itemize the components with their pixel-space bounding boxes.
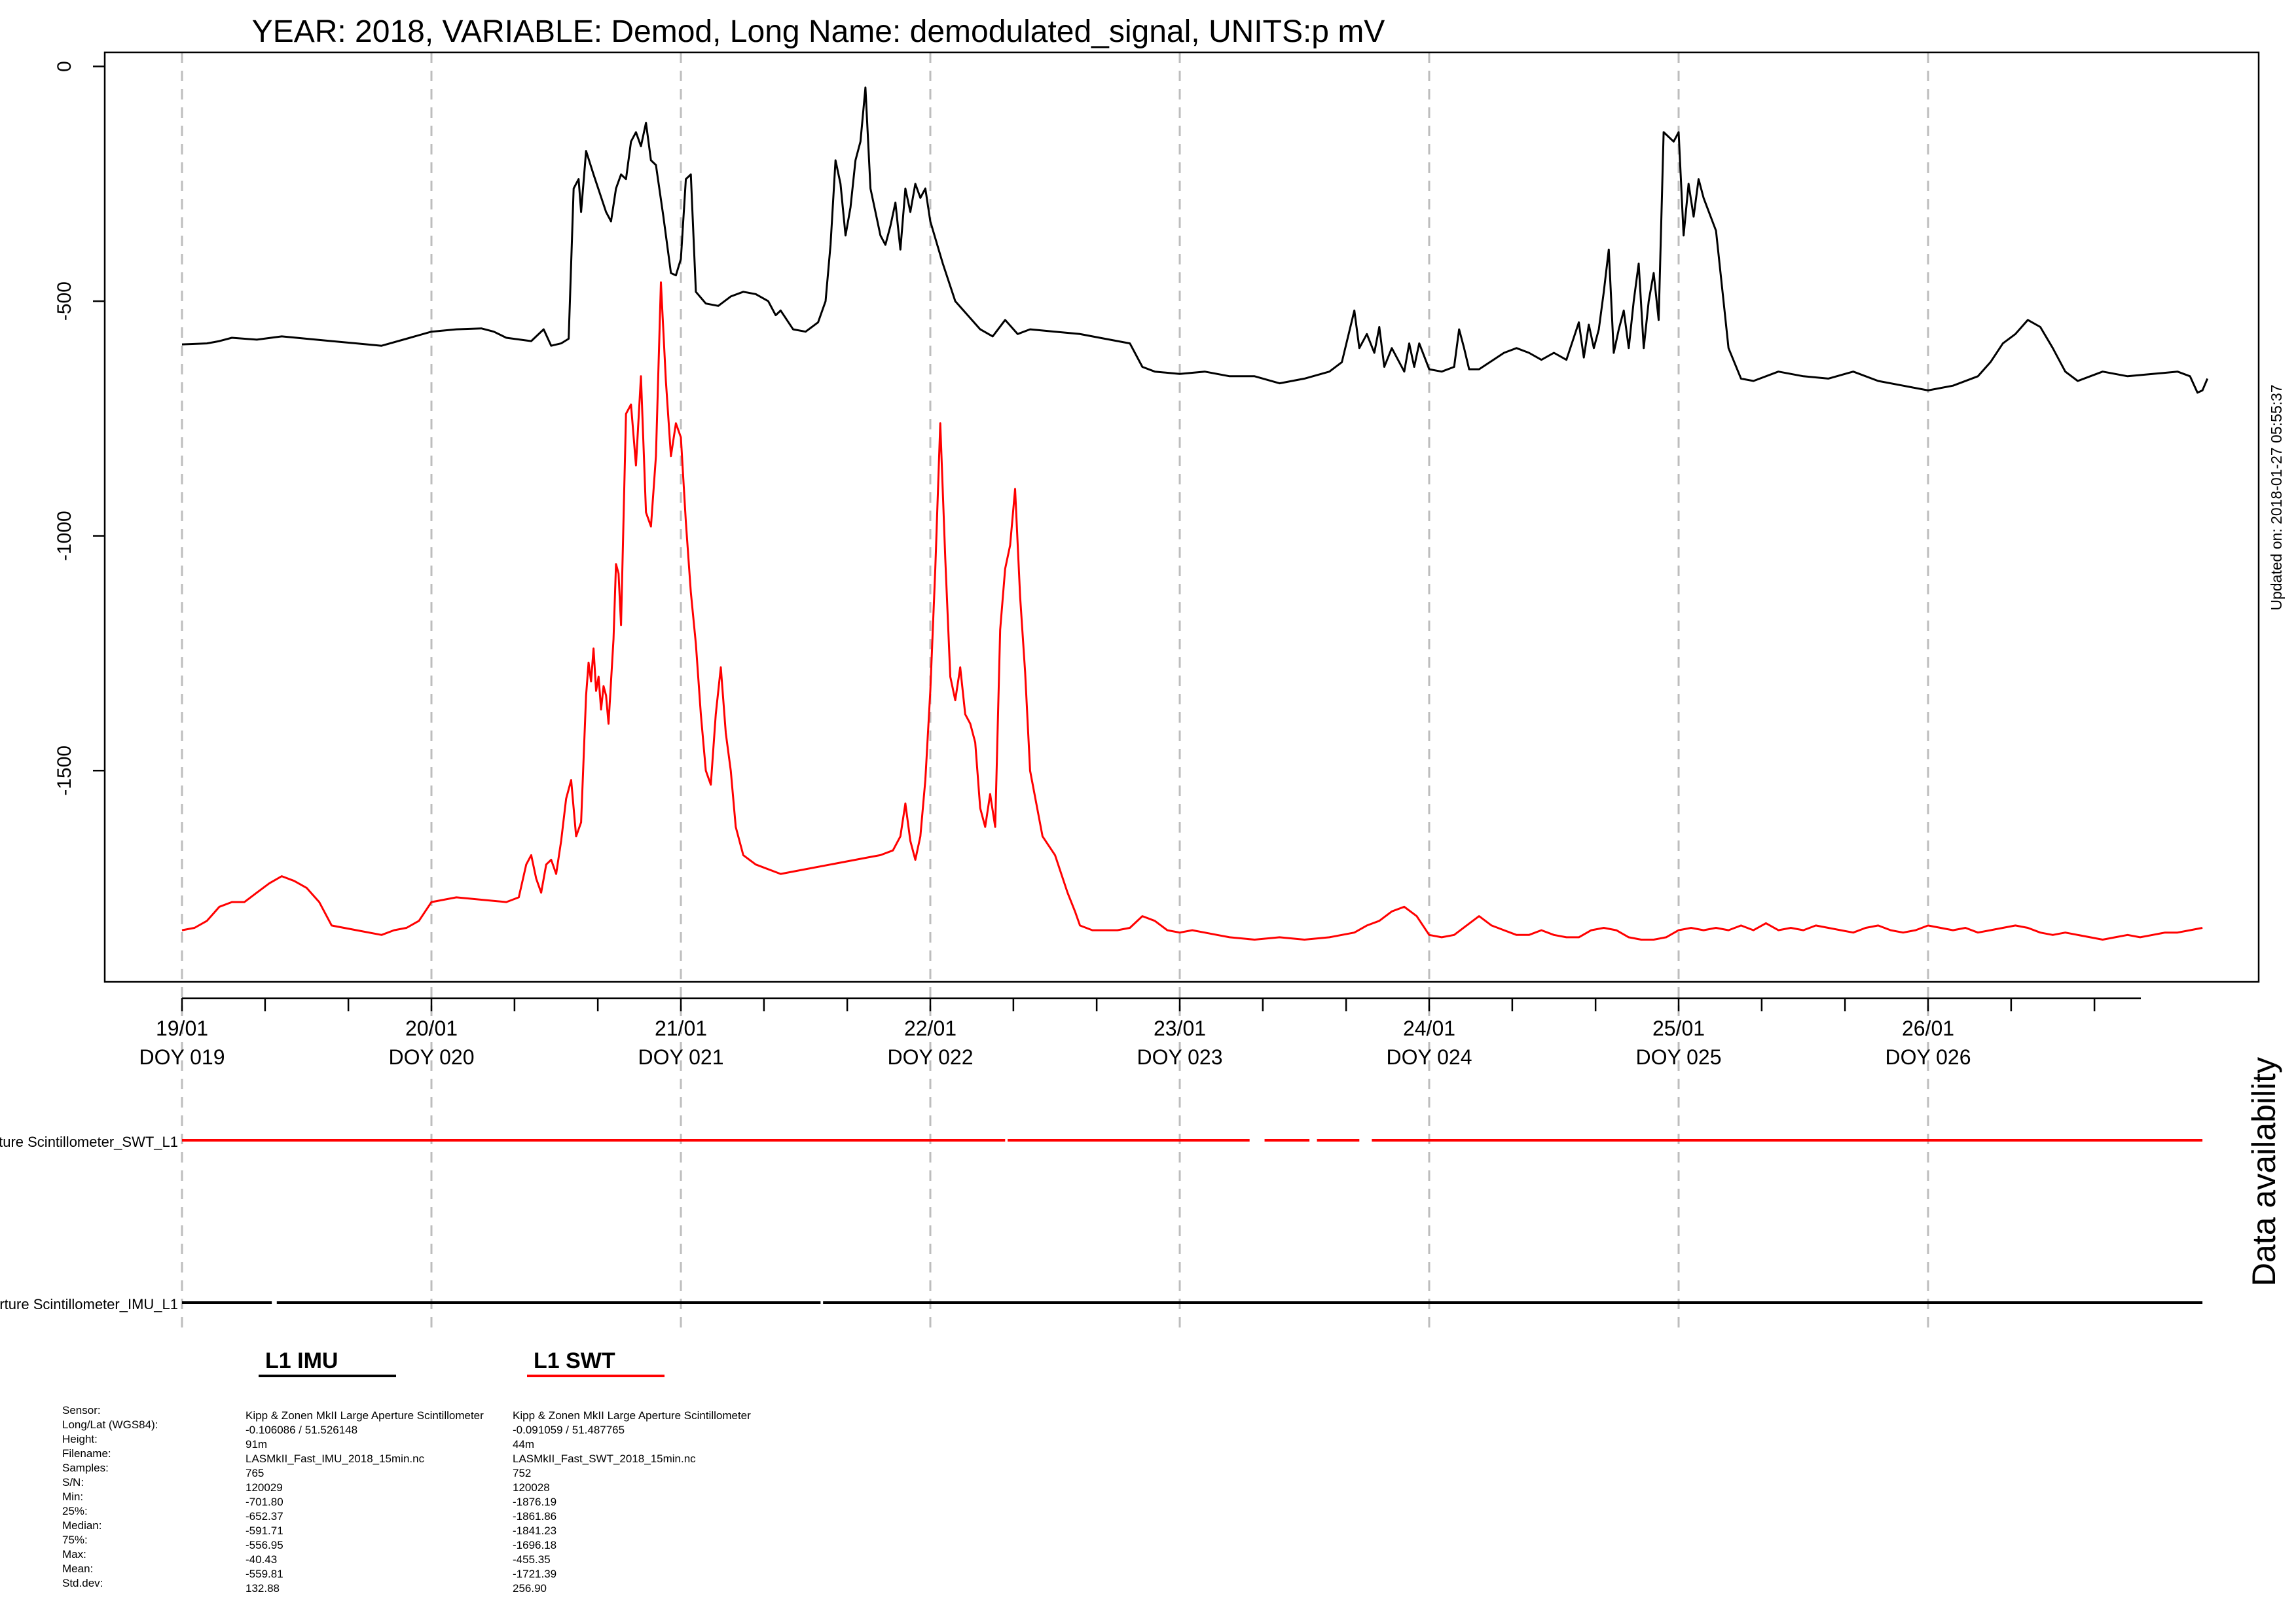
x-axis: 19/01 DOY 019 20/01 DOY 020 21/01 DOY 021 22/0… [139, 997, 2141, 1069]
availability-row-label: Large Aperture Scintillometer_IMU_L1 [0, 1296, 178, 1312]
stats-swt-value: 752 [513, 1467, 531, 1479]
stats-imu-value: -591.71 [246, 1525, 283, 1537]
x-tick-doy: DOY 024 [1386, 1045, 1472, 1069]
stats-label: Height: [62, 1433, 98, 1445]
stats-imu-value: -556.95 [246, 1539, 283, 1551]
data-availability: Large Aperture Scintillometer_SWT_L1 Larg… [0, 1134, 2203, 1312]
series-line-l1-swt [181, 281, 2203, 941]
stats-swt-value: 256.90 [513, 1582, 547, 1595]
stats-imu-value: 120029 [246, 1481, 283, 1494]
stats-swt-value: -455.35 [513, 1553, 551, 1566]
stats-swt-value: LASMkII_Fast_SWT_2018_15min.nc [513, 1453, 696, 1465]
grid-lines [181, 52, 1929, 1332]
y-tick-label: -1000 [54, 511, 75, 561]
stats-imu-value: Kipp & Zonen MkII Large Aperture Scintil… [246, 1409, 484, 1422]
stats-label: Long/Lat (WGS84): [62, 1418, 158, 1431]
y-axis: 0 -500 -1000 -1500 [54, 61, 105, 796]
plot-frame [103, 51, 2260, 983]
y-tick-label: -1500 [54, 746, 75, 796]
stats-imu-value: 132.88 [246, 1582, 280, 1595]
stats-swt-value: Kipp & Zonen MkII Large Aperture Scintil… [513, 1409, 751, 1422]
stats-label: Mean: [62, 1562, 93, 1575]
stats-swt-value: -1841.23 [513, 1525, 556, 1537]
stats-label: Filename: [62, 1447, 111, 1460]
stats-swt-value: -1721.39 [513, 1568, 556, 1580]
series-lines [181, 86, 2209, 941]
x-tick-date: 26/01 [1902, 1017, 1954, 1040]
x-tick-doy: DOY 025 [1635, 1045, 1721, 1069]
x-tick-date: 24/01 [1403, 1017, 1455, 1040]
stats-imu-value: 765 [246, 1467, 264, 1479]
stats-imu-value: -701.80 [246, 1496, 283, 1508]
stats-label: Std.dev: [62, 1577, 103, 1589]
x-tick-doy: DOY 021 [638, 1045, 723, 1069]
x-tick-date: 25/01 [1652, 1017, 1705, 1040]
stats-label: Median: [62, 1519, 101, 1532]
stats-imu-value: -0.106086 / 51.526148 [246, 1424, 357, 1436]
stats-imu-value: LASMkII_Fast_IMU_2018_15min.nc [246, 1453, 425, 1465]
stats-swt-value: 120028 [513, 1481, 550, 1494]
stats-imu-value: 91m [246, 1438, 267, 1451]
stats-label: Min: [62, 1490, 83, 1503]
x-tick-date: 21/01 [655, 1017, 707, 1040]
stats-label: Samples: [62, 1462, 109, 1474]
x-tick-doy: DOY 020 [388, 1045, 474, 1069]
x-tick-date: 19/01 [156, 1017, 208, 1040]
series-line-l1-imu [181, 86, 2209, 394]
stats-imu-value: -40.43 [246, 1553, 277, 1566]
stats-swt-value: -1696.18 [513, 1539, 556, 1551]
x-tick-date: 23/01 [1154, 1017, 1206, 1040]
stats-imu-value: -652.37 [246, 1510, 283, 1523]
stats-table: Sensor: Long/Lat (WGS84): Height: Filename:… [62, 1404, 751, 1595]
chart-title: YEAR: 2018, VARIABLE: Demod, Long Name: … [252, 14, 1385, 49]
legend-label: L1 IMU [265, 1348, 338, 1373]
y-tick-label: -500 [54, 281, 75, 321]
x-tick-doy: DOY 026 [1885, 1045, 1971, 1069]
stats-swt-value: -1861.86 [513, 1510, 556, 1523]
stats-imu-value: -559.81 [246, 1568, 283, 1580]
x-tick-doy: DOY 023 [1137, 1045, 1222, 1069]
stats-label: Max: [62, 1548, 86, 1561]
stats-swt-value: -0.091059 / 51.487765 [513, 1424, 625, 1436]
availability-title: Data availability [2246, 1057, 2282, 1286]
stats-label: Sensor: [62, 1404, 101, 1416]
stats-label: 25%: [62, 1505, 88, 1517]
legend: L1 IMU L1 SWT [259, 1348, 665, 1377]
x-tick-date: 20/01 [405, 1017, 458, 1040]
stats-swt-value: -1876.19 [513, 1496, 556, 1508]
stats-label: S/N: [62, 1476, 84, 1489]
updated-timestamp: Updated on: 2018-01-27 05:55:37 [2268, 384, 2285, 610]
y-tick-label: 0 [54, 61, 75, 72]
x-tick-doy: DOY 022 [887, 1045, 973, 1069]
x-tick-doy: DOY 019 [139, 1045, 225, 1069]
availability-row-label: Large Aperture Scintillometer_SWT_L1 [0, 1134, 178, 1150]
x-tick-date: 22/01 [904, 1017, 957, 1040]
stats-swt-value: 44m [513, 1438, 534, 1451]
stats-label: 75%: [62, 1534, 88, 1546]
legend-label: L1 SWT [534, 1348, 615, 1373]
